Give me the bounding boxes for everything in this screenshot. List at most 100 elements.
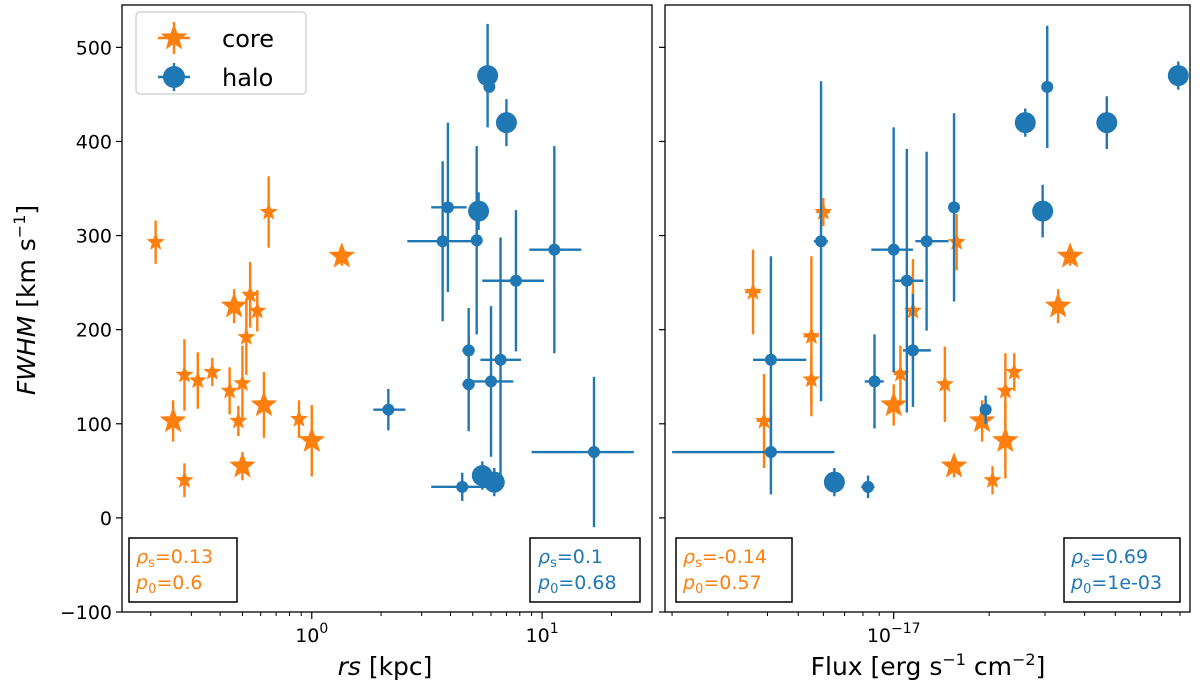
stat-left-halo-p: p0=0.68 [537, 572, 617, 597]
core-point [992, 426, 1019, 453]
core-point [802, 370, 821, 388]
x-tick-label: 100 [295, 621, 328, 647]
halo-point [485, 375, 498, 388]
halo-point [920, 235, 933, 248]
stat-box-right-halo: ρs=0.69 p0=1e-03 [1063, 537, 1181, 603]
stat-right-halo-p: p0=1e-03 [1070, 572, 1162, 597]
core-point [241, 285, 260, 303]
halo-point [906, 344, 919, 357]
core-point [891, 364, 910, 382]
halo-point [495, 112, 517, 134]
halo-point [468, 200, 490, 222]
y-tick-label: 0 [100, 508, 112, 530]
core-point [983, 470, 1002, 488]
panel-frame [121, 4, 653, 613]
halo-point [509, 274, 522, 287]
stat-box-left-halo: ρs=0.1 p0=0.68 [529, 537, 641, 603]
halo-point [494, 353, 507, 366]
stat-box-left-halo-frame [529, 537, 641, 603]
stat-box-right-halo-frame [1063, 537, 1181, 603]
x-tick-label: 10−17 [867, 621, 921, 647]
legend-frame [135, 11, 307, 95]
core-point [229, 411, 248, 429]
y-tick-label: −100 [60, 602, 112, 624]
x-axis-label-left-italic: rs [338, 652, 361, 681]
core-point [935, 374, 954, 392]
core-point [996, 381, 1015, 399]
core-point [940, 452, 968, 478]
core-point [814, 202, 833, 220]
core-point [220, 292, 248, 318]
halo-point [462, 344, 475, 357]
halo-point [382, 403, 395, 416]
stat-box-right-core: ρs=-0.14 p0=0.57 [675, 537, 793, 603]
y-axis-label-unit: [km s [12, 238, 41, 316]
y-axis-label: FWHM [km s−1] [10, 205, 41, 395]
core-point [188, 370, 207, 389]
halo-point [483, 80, 496, 93]
y-axis-label-exp: −1 [10, 215, 29, 239]
halo-point [587, 446, 600, 459]
x-axis-label-right-mid: cm [966, 652, 1012, 681]
legend-halo-circle [163, 66, 185, 88]
legend: core halo [135, 11, 307, 95]
core-point [743, 282, 763, 300]
chart-layer: −100 0 100 200 300 400 500 100 101 10−17 [60, 4, 1191, 647]
core-point [237, 327, 256, 345]
core-point [229, 452, 256, 478]
core-point [1005, 362, 1024, 380]
core-point [802, 326, 821, 344]
core-point [259, 202, 278, 220]
stat-right-core-rho: ρs=-0.14 [683, 546, 767, 571]
x-tick-label: 101 [526, 621, 559, 647]
halo-point [1014, 112, 1036, 134]
panel-flux: 10−17 [659, 4, 1191, 647]
y-axis-label-italic: FWHM [12, 316, 41, 395]
halo-point [868, 375, 881, 388]
legend-core-marker [158, 22, 190, 54]
core-point [947, 232, 966, 250]
panel-rs: −100 0 100 200 300 400 500 100 101 [60, 4, 653, 647]
halo-point [900, 274, 913, 287]
core-point [1044, 292, 1072, 318]
legend-halo-label: halo [222, 64, 273, 92]
y-tick-label: 100 [76, 414, 112, 436]
core-point [175, 470, 194, 488]
core-point [289, 409, 309, 427]
stat-left-core-p: p0=0.6 [135, 572, 202, 597]
core-point [1056, 242, 1084, 268]
x-axis-label-left: rs [kpc] [338, 652, 433, 681]
x-axis-label-right-exp1: −1 [942, 650, 966, 669]
y-tick-label: 400 [76, 131, 112, 153]
halo-point [456, 480, 469, 493]
x-axis-label-right-exp2: −2 [1012, 650, 1036, 669]
core-point [298, 426, 326, 453]
legend-core-label: core [222, 25, 274, 53]
halo-point [1096, 112, 1118, 134]
panel-frame [664, 4, 1191, 613]
x-axis-label-right: Flux [erg s−1 cm−2] [811, 650, 1046, 681]
core-point [159, 406, 187, 433]
legend-halo-marker [158, 63, 190, 91]
halo-point [764, 446, 777, 459]
halo-point [477, 65, 499, 87]
stat-box-left-core: ρs=0.13 p0=0.6 [128, 537, 238, 603]
halo-point [862, 480, 875, 493]
core-point [220, 381, 239, 399]
y-tick-label: 200 [76, 320, 112, 342]
stat-left-core-rho: ρs=0.13 [136, 546, 213, 571]
core-point [175, 365, 194, 383]
core-point [248, 301, 267, 319]
halo-point [823, 471, 845, 493]
halo-point [887, 243, 900, 256]
core-point [203, 362, 222, 380]
x-axis-label-right-close: ] [1036, 652, 1046, 681]
halo-point [548, 243, 561, 256]
halo-point [815, 235, 828, 248]
core-point [328, 242, 356, 268]
stat-box-right-core-frame [675, 537, 793, 603]
halo-point [979, 403, 992, 416]
halo-point [1167, 65, 1189, 87]
halo-point [441, 201, 454, 214]
